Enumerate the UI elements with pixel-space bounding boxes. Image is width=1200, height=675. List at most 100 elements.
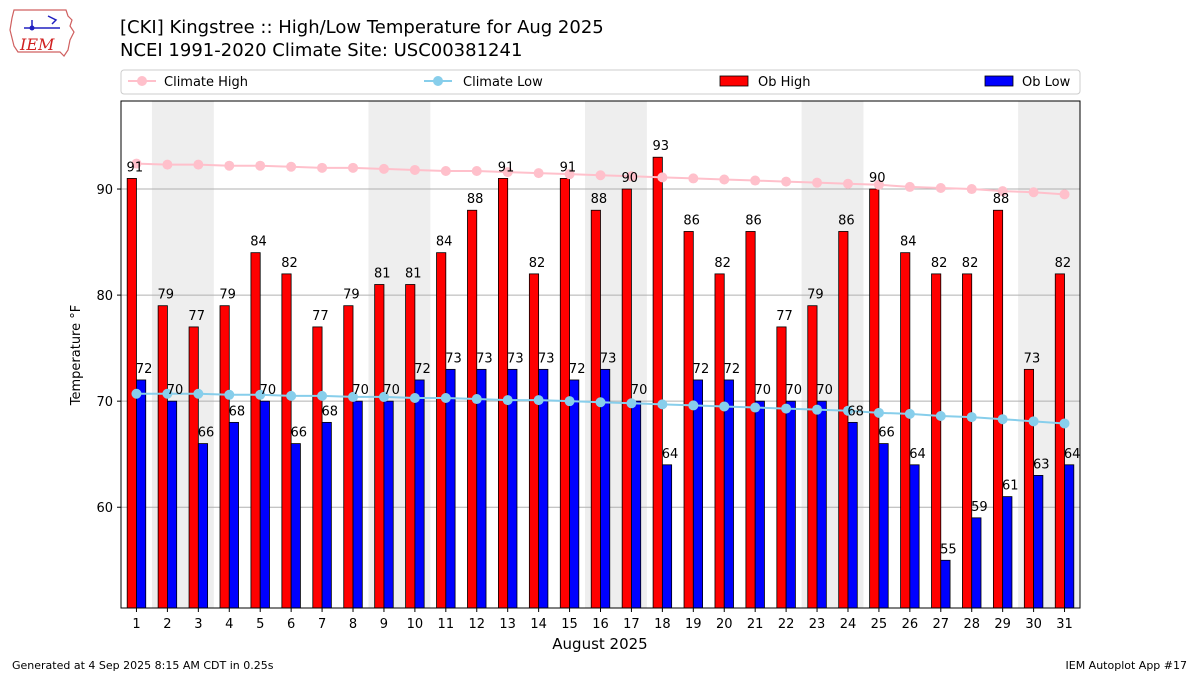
climate-low-point-20 <box>719 401 730 412</box>
label-ob-low-17: 70 <box>631 383 648 398</box>
x-tick-label-17: 17 <box>623 617 640 632</box>
x-axis-label: August 2025 <box>552 635 647 653</box>
x-tick-label-13: 13 <box>499 617 516 632</box>
climate-low-point-31 <box>1059 418 1070 429</box>
x-tick-label-31: 31 <box>1056 617 1073 632</box>
climate-high-point-16 <box>595 170 606 181</box>
label-ob-low-7: 68 <box>321 404 338 419</box>
bar-ob-low-28 <box>971 517 982 609</box>
climate-high-point-17 <box>626 171 637 182</box>
bar-ob-low-19 <box>692 379 703 609</box>
label-ob-low-25: 66 <box>878 426 895 441</box>
climate-low-point-10 <box>409 392 420 403</box>
label-ob-low-23: 70 <box>816 383 833 398</box>
bar-ob-high-14 <box>528 273 540 609</box>
x-tick-label-9: 9 <box>380 617 388 632</box>
generated-timestamp: Generated at 4 Sep 2025 8:15 AM CDT in 0… <box>12 659 274 672</box>
label-ob-low-12: 73 <box>476 351 493 366</box>
bar-ob-high-12 <box>467 209 478 609</box>
label-ob-low-20: 72 <box>724 362 741 377</box>
chart-subtitle: NCEI 1991-2020 Climate Site: USC00381241 <box>120 40 523 61</box>
climate-high-point-27 <box>935 182 946 193</box>
label-ob-low-21: 70 <box>755 383 772 398</box>
bar-ob-low-1 <box>136 379 147 609</box>
climate-high-point-6 <box>286 161 297 172</box>
label-ob-high-24: 86 <box>838 213 855 228</box>
climate-low-point-26 <box>904 408 915 419</box>
climate-high-point-25 <box>873 179 884 190</box>
y-tick-label-70: 70 <box>96 395 113 410</box>
label-ob-low-13: 73 <box>507 351 524 366</box>
bar-ob-low-9 <box>383 400 394 609</box>
climate-low-point-9 <box>378 391 389 402</box>
x-tick-label-1: 1 <box>132 617 140 632</box>
climate-high-point-29 <box>997 186 1008 197</box>
climate-high-point-15 <box>564 169 575 180</box>
climate-low-point-7 <box>317 390 328 401</box>
bar-ob-high-10 <box>405 284 416 609</box>
bar-ob-low-23 <box>816 400 827 609</box>
legend-ob-low: Ob Low <box>1022 75 1071 90</box>
label-ob-high-16: 88 <box>591 192 608 207</box>
climate-low-point-1 <box>131 388 142 399</box>
climate-low-point-29 <box>997 414 1008 425</box>
x-axis: 1 2 3 4 5 6 7 8 9 10 11 12 13 14 15 16 17 18 19 20 21 22 23 24 2… <box>132 608 1073 632</box>
label-ob-high-26: 84 <box>900 235 917 250</box>
bar-ob-high-25 <box>869 188 880 609</box>
climate-low-point-17 <box>626 398 637 409</box>
climate-high-point-1 <box>131 158 142 169</box>
label-ob-high-27: 82 <box>931 256 948 271</box>
label-ob-low-2: 70 <box>167 383 184 398</box>
x-tick-label-27: 27 <box>933 617 950 632</box>
bar-ob-low-7 <box>321 421 332 609</box>
legend-ob-high: Ob High <box>758 75 811 90</box>
bar-ob-high-26 <box>900 252 911 609</box>
climate-low-point-27 <box>935 411 946 422</box>
climate-low-point-23 <box>812 404 823 415</box>
label-ob-low-19: 72 <box>693 362 710 377</box>
label-ob-high-17: 90 <box>622 171 639 186</box>
bar-ob-low-27 <box>940 559 951 609</box>
label-ob-high-20: 82 <box>714 256 731 271</box>
bar-ob-low-11 <box>445 368 456 609</box>
x-tick-label-28: 28 <box>963 617 980 632</box>
chart-title: [CKI] Kingstree :: High/Low Temperature … <box>120 17 604 38</box>
bar-ob-high-9 <box>374 284 385 609</box>
climate-high-point-18 <box>657 172 668 183</box>
label-ob-low-8: 70 <box>352 383 369 398</box>
label-ob-low-26: 64 <box>909 447 926 462</box>
bar-ob-high-13 <box>498 178 509 609</box>
bar-ob-high-2 <box>157 305 168 609</box>
x-tick-label-29: 29 <box>994 617 1011 632</box>
label-ob-high-30: 73 <box>1024 351 1041 366</box>
bar-ob-low-8 <box>352 400 363 609</box>
x-tick-label-15: 15 <box>561 617 578 632</box>
climate-high-point-5 <box>255 160 266 171</box>
label-ob-low-27: 55 <box>940 542 957 557</box>
climate-low-point-3 <box>193 388 204 399</box>
y-tick-label-90: 90 <box>96 183 113 198</box>
y-tick-label-80: 80 <box>96 289 113 304</box>
label-ob-high-19: 86 <box>683 213 700 228</box>
label-ob-high-9: 81 <box>374 266 391 281</box>
climate-high-point-3 <box>193 159 204 170</box>
label-ob-high-10: 81 <box>405 266 422 281</box>
label-ob-high-21: 86 <box>745 213 762 228</box>
x-tick-label-19: 19 <box>685 617 702 632</box>
label-ob-low-30: 63 <box>1033 457 1050 472</box>
legend-climate-low: Climate Low <box>463 75 543 90</box>
climate-high-point-19 <box>688 173 699 184</box>
app-label: IEM Autoplot App #17 <box>1065 659 1188 672</box>
bar-ob-low-29 <box>1002 496 1013 609</box>
bar-ob-high-16 <box>590 209 601 609</box>
label-ob-high-14: 82 <box>529 256 546 271</box>
bar-ob-high-30 <box>1023 368 1034 609</box>
bar-ob-high-6 <box>281 273 292 609</box>
iem-logo: IEM <box>9 9 75 57</box>
climate-high-point-23 <box>812 177 823 188</box>
climate-high-point-26 <box>904 181 915 192</box>
label-ob-low-28: 59 <box>971 500 988 515</box>
label-ob-high-6: 82 <box>281 256 298 271</box>
climate-high-point-4 <box>224 160 235 171</box>
